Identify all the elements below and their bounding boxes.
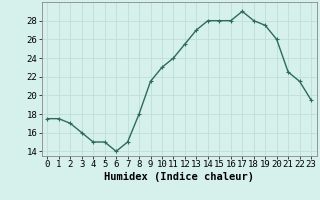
X-axis label: Humidex (Indice chaleur): Humidex (Indice chaleur)	[104, 172, 254, 182]
